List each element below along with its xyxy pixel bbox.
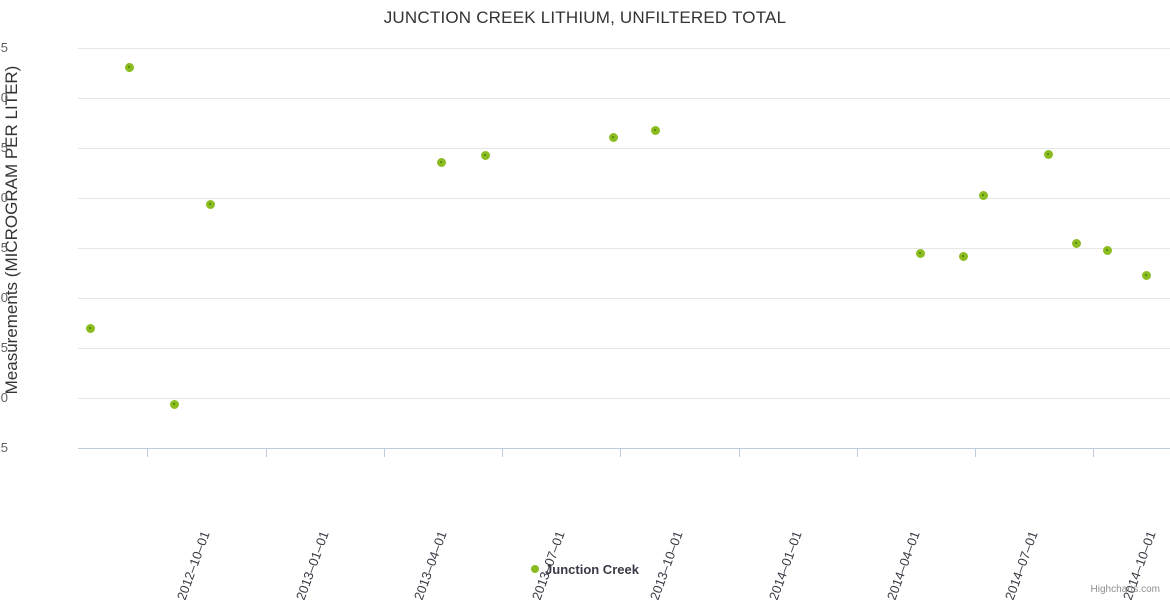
grid-line [78,148,1170,149]
data-point[interactable] [1141,270,1151,280]
y-axis-tick-label: 25 [0,140,8,155]
data-point[interactable] [480,150,490,160]
data-point[interactable] [436,157,446,167]
x-axis-tick [975,449,976,457]
data-point[interactable] [124,62,134,72]
plot-area [78,48,1170,448]
grid-line [78,48,1170,49]
chart-title: JUNCTION CREEK LITHIUM, UNFILTERED TOTAL [383,8,787,27]
y-axis-tick-label: 35 [0,40,8,55]
grid-line [78,98,1170,99]
data-point[interactable] [650,125,660,135]
y-axis-tick-label: 15 [0,240,8,255]
y-axis-title: Measurements (MICROGRAM PER LITER) [2,65,21,395]
legend-item[interactable]: Junction Creek [531,562,639,577]
data-point[interactable] [958,251,968,261]
x-axis-line [78,448,1170,449]
y-axis-tick-label: 0 [0,390,8,405]
y-axis-tick-label: 20 [0,190,8,205]
grid-line [78,348,1170,349]
y-axis-tick-label: 10 [0,290,8,305]
x-axis-tick [502,449,503,457]
y-axis-tick-label: 30 [0,90,8,105]
legend-item-label: Junction Creek [545,562,639,577]
x-axis-tick [384,449,385,457]
grid-line [78,248,1170,249]
grid-line [78,298,1170,299]
data-point[interactable] [608,132,618,142]
data-point[interactable] [1071,238,1081,248]
data-point[interactable] [85,323,95,333]
grid-line [78,398,1170,399]
x-axis-tick [739,449,740,457]
credits-label: Highcharts.com [1090,584,1160,595]
data-point[interactable] [915,248,925,258]
y-axis-tick-label: −5 [0,440,8,455]
legend-marker-icon [531,565,540,573]
data-point[interactable] [1043,149,1053,159]
chart-legend: Junction Creek [0,562,1170,577]
x-axis-tick [857,449,858,457]
data-point[interactable] [169,399,179,409]
data-point[interactable] [205,199,215,209]
grid-line [78,198,1170,199]
x-axis-tick [1093,449,1094,457]
x-axis-tick [147,449,148,457]
y-axis-tick-label: 5 [0,340,8,355]
x-axis-tick [620,449,621,457]
x-axis-tick [266,449,267,457]
data-point[interactable] [978,190,988,200]
data-point[interactable] [1102,245,1112,255]
